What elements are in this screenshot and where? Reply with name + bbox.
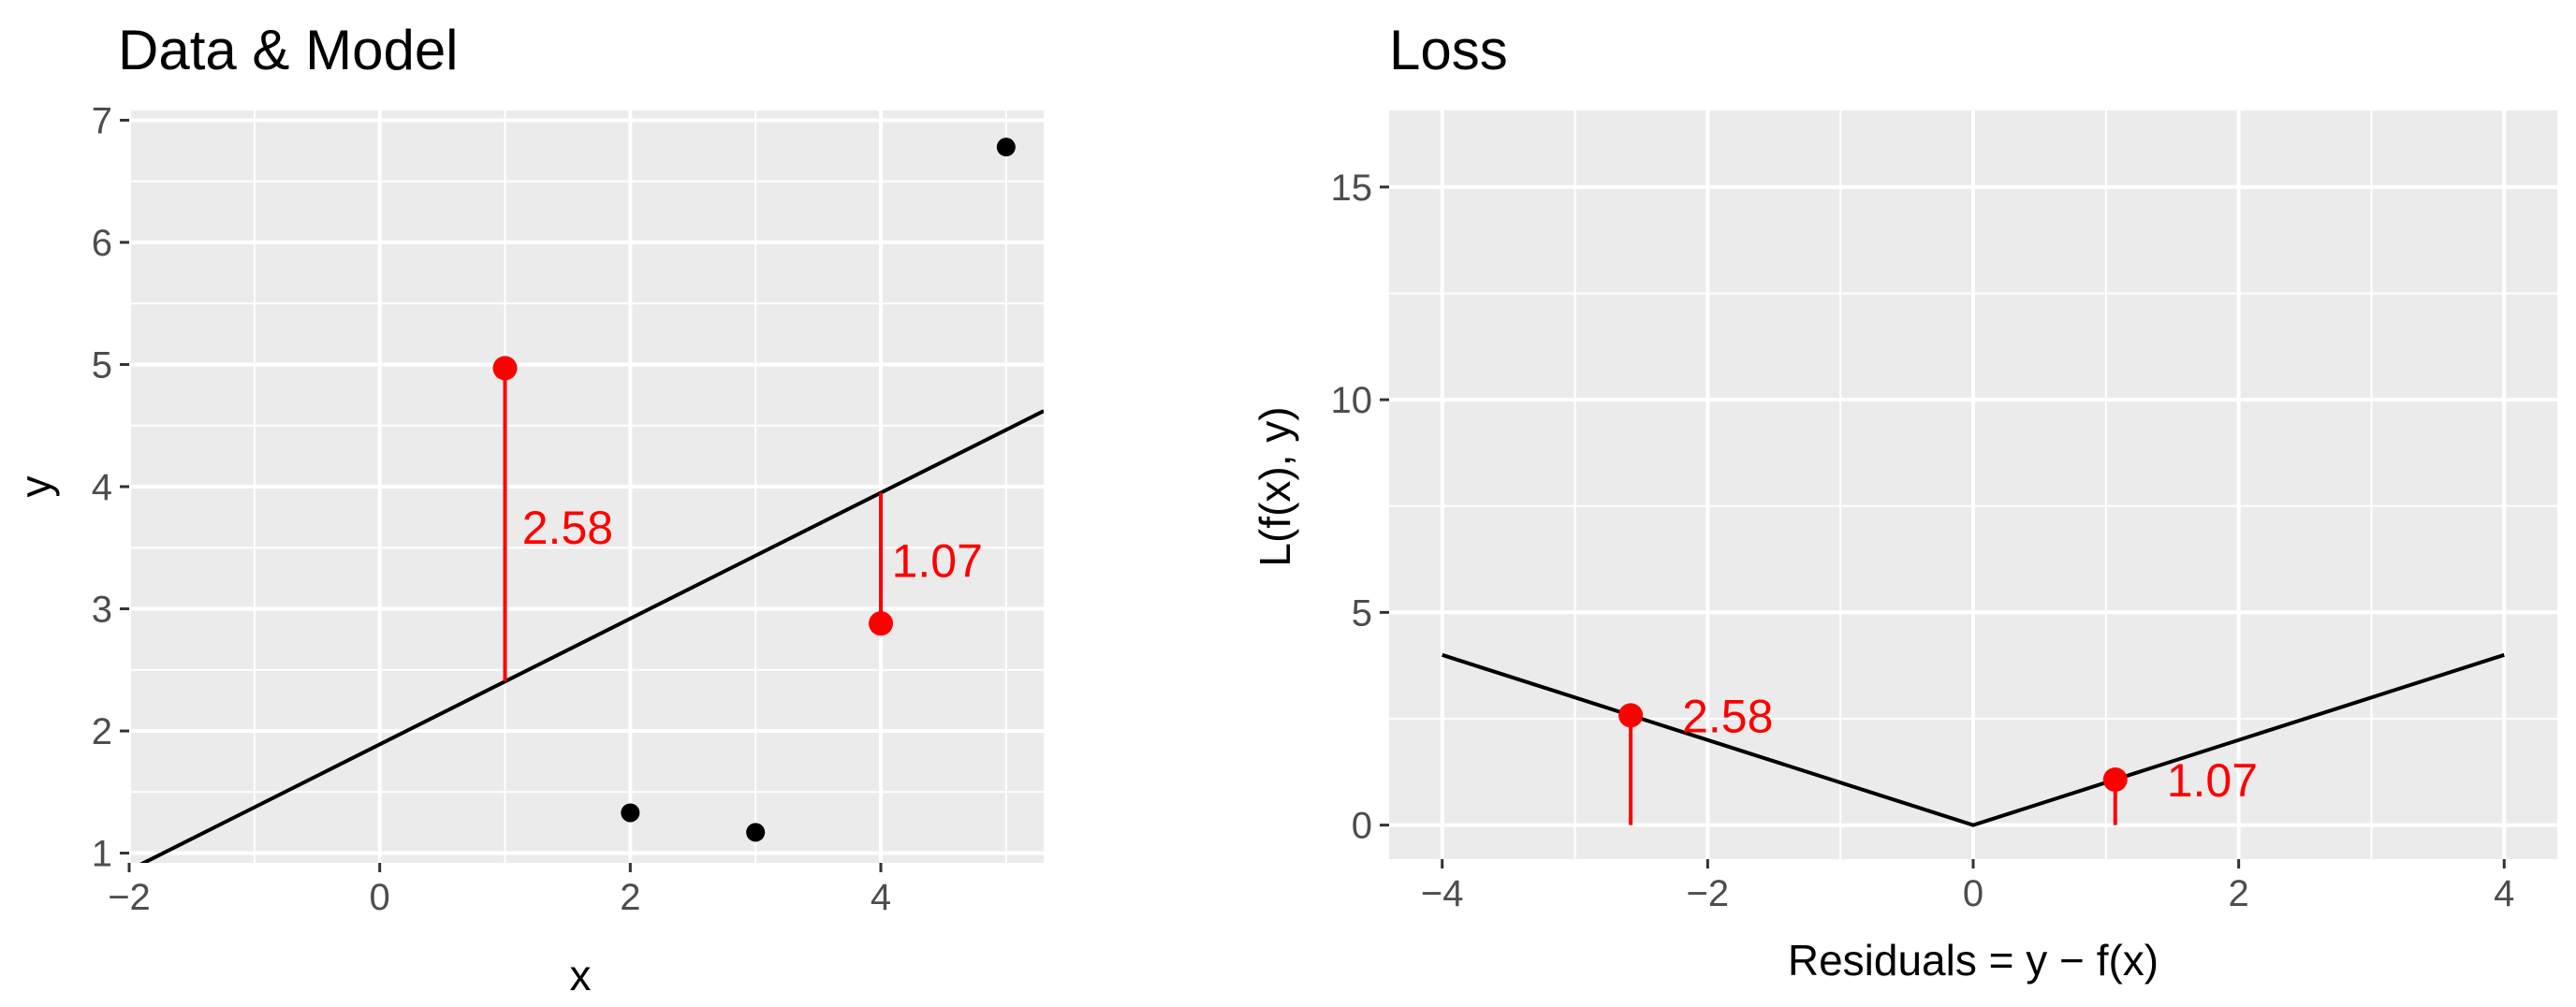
loss-x-tick-label: −4 <box>1421 873 1464 914</box>
loss-point-label: 1.07 <box>2167 754 2258 807</box>
loss-y-tick-label: 0 <box>1352 806 1372 847</box>
data-model-y-tick-label: 7 <box>92 100 112 141</box>
data-model-y-tick-label: 5 <box>92 344 112 386</box>
loss-x-tick-label: −2 <box>1687 873 1730 914</box>
loss-panel: −4 −2 0 2 4 0 5 10 15 2.58 1.07 Loss Residuals = y −… <box>1251 19 2557 985</box>
data-model-data-point <box>746 823 766 842</box>
loss-data-point <box>2102 767 2128 792</box>
data-model-residual-label: 1.07 <box>892 534 983 587</box>
data-model-data-point <box>621 803 640 823</box>
data-model-data-point <box>869 611 894 636</box>
data-model-panel: −2 0 2 4 1 2 3 4 5 6 7 2.58 1.07 Data & Model x y <box>11 19 1044 1000</box>
loss-x-tick-label: 0 <box>1963 873 1983 914</box>
loss-y-tick-label: 5 <box>1352 592 1372 634</box>
data-model-y-tick-label: 1 <box>92 834 112 875</box>
data-model-fit-line <box>139 409 1044 863</box>
data-model-y-tick-label: 4 <box>92 467 112 508</box>
data-model-data-point <box>492 356 518 381</box>
data-model-x-tick-label: 2 <box>620 877 640 918</box>
data-model-x-tick-label: −2 <box>108 877 151 918</box>
loss-y-tick-label: 10 <box>1331 380 1373 421</box>
data-model-y-tick-label: 2 <box>92 711 112 752</box>
loss-data-point <box>1618 703 1644 728</box>
data-model-residual-label: 2.58 <box>522 502 613 554</box>
data-model-title: Data & Model <box>118 19 459 81</box>
data-model-plot-area <box>139 138 1044 863</box>
data-model-x-tick-label: 0 <box>370 877 390 918</box>
loss-title: Loss <box>1389 19 1508 81</box>
loss-plot-area <box>1442 652 2505 827</box>
loss-point-label: 2.58 <box>1682 690 1773 742</box>
data-model-y-tick-label: 6 <box>92 223 112 264</box>
loss-x-axis-label: Residuals = y − f(x) <box>1788 936 2159 985</box>
data-model-y-tick-label: 3 <box>92 590 112 631</box>
loss-x-tick-label: 4 <box>2494 873 2514 914</box>
data-model-y-axis-label: y <box>11 476 60 498</box>
loss-y-axis-label: L(f(x), y) <box>1251 406 1299 566</box>
loss-x-tick-label: 2 <box>2229 873 2249 914</box>
data-model-x-axis-label: x <box>570 951 592 1000</box>
data-model-data-point <box>996 138 1016 157</box>
loss-y-tick-label: 15 <box>1331 168 1373 209</box>
data-model-x-tick-label: 4 <box>871 877 891 918</box>
